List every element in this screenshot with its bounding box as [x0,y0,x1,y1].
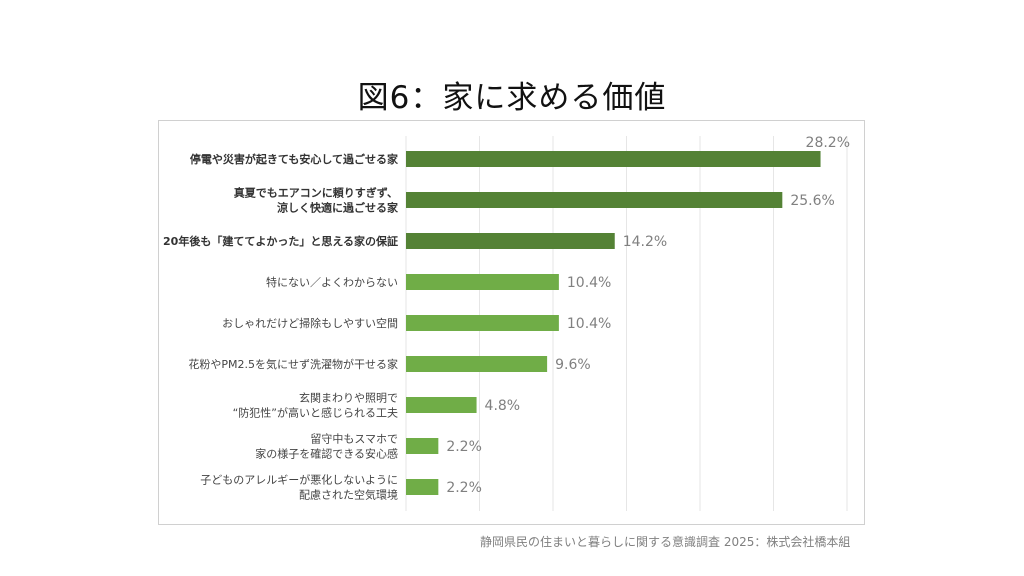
bar [406,192,783,208]
value-label: 25.6% [790,193,834,209]
category-label: 停電や災害が起きても安心して過ごせる家 [190,152,399,166]
category-label: 特にない／よくわからない [266,275,398,289]
bar [406,479,439,495]
chart-title: 図6：家に求める価値 [357,80,667,116]
value-label: 28.2% [806,135,850,151]
bar [406,397,477,413]
value-label: 14.2% [623,234,667,250]
bar-chart: 停電や災害が起きても安心して過ごせる家 28.2% 真夏でもエアコンに頼りすぎず、涼… [163,135,850,511]
category-label: 玄関まわりや照明で [299,391,398,405]
category-label: 花粉やPM2.5を気にせず洗濯物が干せる家 [188,357,398,371]
bar [406,356,548,372]
chart-frame: 停電や災害が起きても安心して過ごせる家 28.2% 真夏でもエアコンに頼りすぎず、涼… [158,120,865,525]
category-label: 家の様子を確認できる安心感 [255,447,398,461]
category-label: 涼しく快適に過ごせる家 [277,201,399,215]
category-label: “防犯性”が高いと感じられる工夫 [233,406,398,420]
bar [406,151,821,167]
source-note: 静岡県民の住まいと暮らしに関する意識調査 2025：株式会社橋本組 [480,535,851,549]
value-label: 4.8% [485,398,521,414]
category-label: 子どものアレルギーが悪化しないように [200,473,398,487]
value-label: 9.6% [555,357,591,373]
value-label: 10.4% [567,316,611,332]
category-label: 真夏でもエアコンに頼りすぎず、 [234,186,398,200]
category-label: 20年後も「建ててよかった」と思える家の保証 [163,234,398,248]
value-label: 10.4% [567,275,611,291]
value-label: 2.2% [446,439,482,455]
bar [406,274,559,290]
bar [406,233,615,249]
category-label: 留守中もスマホで [310,432,398,446]
category-label: おしゃれだけど掃除もしやすい空間 [222,316,398,330]
value-label: 2.2% [446,480,482,496]
category-label: 配慮された空気環境 [299,488,398,502]
bar [406,315,559,331]
bar [406,438,439,454]
